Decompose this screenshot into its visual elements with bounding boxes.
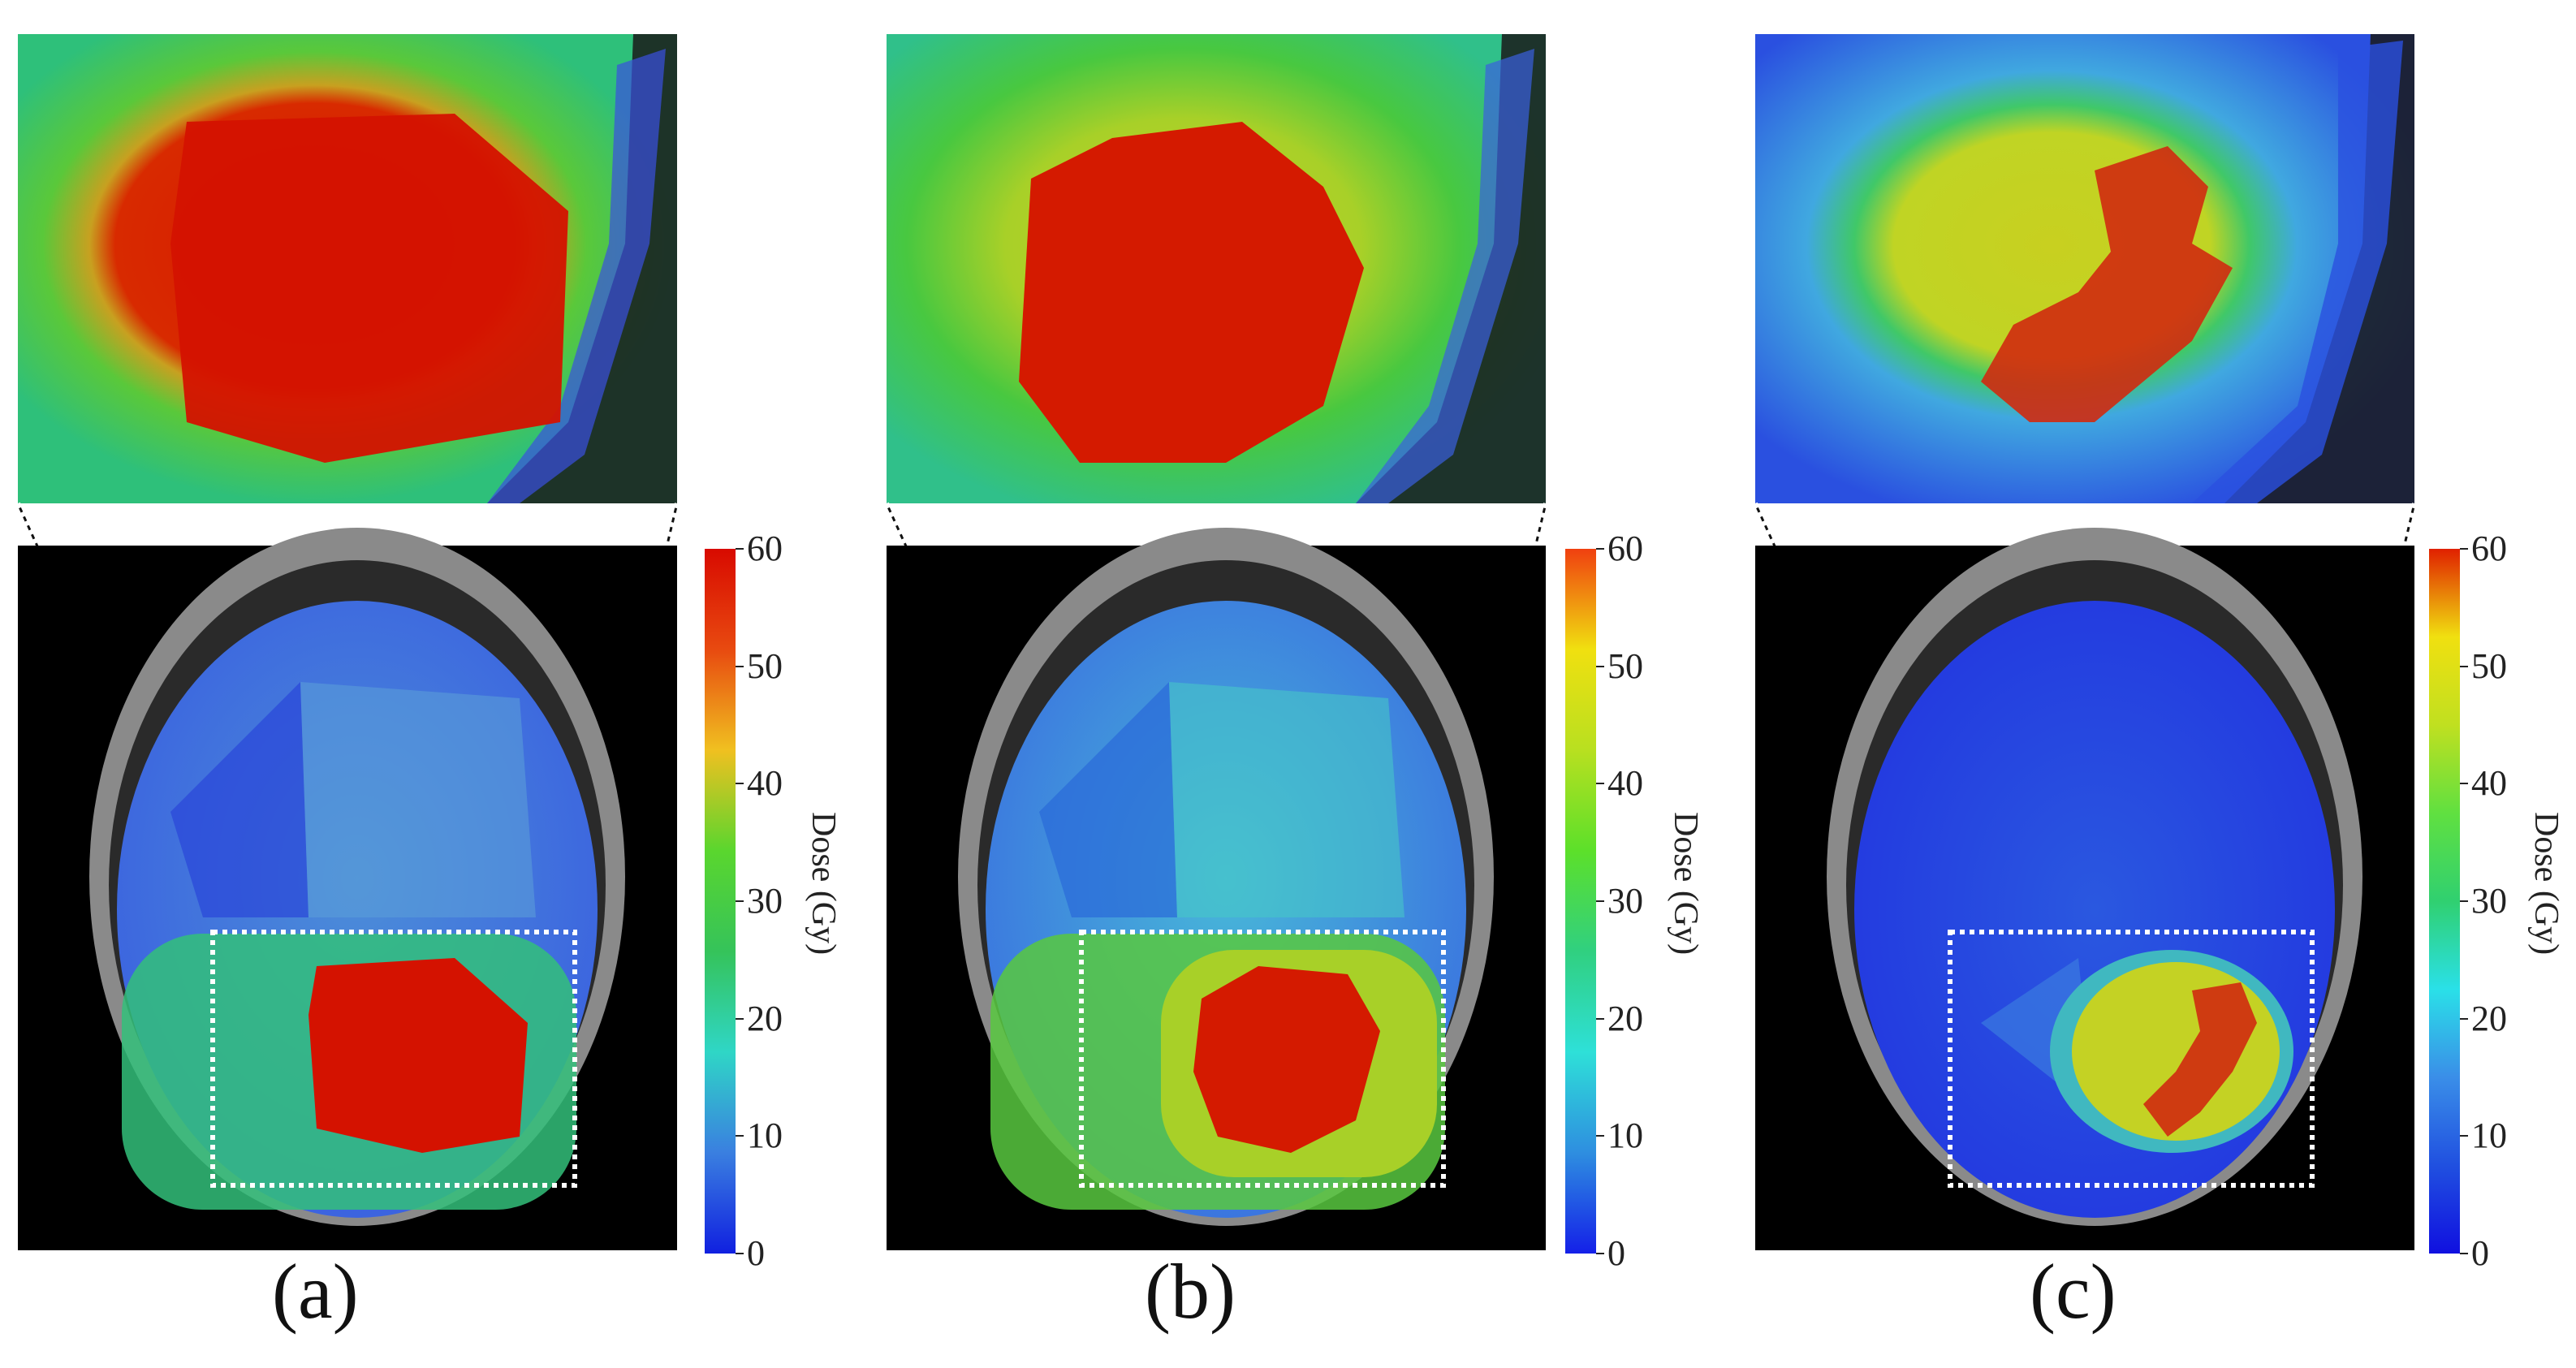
panel-b: 0 10 20 30 40 50 60 Dose (Gy) (b) [869,0,1713,1368]
colorbar-a-tick-label: 10 [747,1116,783,1156]
colorbar-a-tick-mark [736,548,744,550]
colorbar-b-tick-mark [1596,783,1604,785]
caption-b: (b) [1145,1248,1236,1335]
dose-hot-zone [2143,982,2257,1137]
colorbar-b-tick-mark [1596,665,1604,667]
colorbar-a-label: Dose (Gy) [805,812,842,956]
colorbar-b-tick-label: 50 [1607,645,1643,686]
colorbar-a-tick-label: 40 [747,763,783,804]
dose-wedge-light [300,682,536,917]
colorbar-b-tick-mark [1596,548,1604,550]
colorbar-c-tick-label: 30 [2471,881,2507,921]
colorbar-b-tick-label: 10 [1607,1116,1643,1156]
dose-wedge-dark [170,682,309,917]
colorbar-c-tick-mark [2460,783,2468,785]
panel-c: 0 10 20 30 40 50 60 Dose (Gy) (c) [1737,0,2576,1368]
caption-c: (c) [2030,1248,2116,1335]
colorbar-a-tick-mark [736,1253,744,1254]
zoom-hot-region [1981,146,2233,422]
colorbar-a-tick-label: 60 [747,529,783,568]
colorbar-c-tick-mark [2460,1017,2468,1020]
colorbar-a-gradient [705,549,736,1254]
colorbar-c-tick-mark [2460,1253,2468,1254]
colorbar-c-label: Dose (Gy) [2527,812,2565,956]
colorbar-b-tick-mark [1596,1017,1604,1020]
colorbar-a-tick-mark [736,665,744,667]
colorbar-b-tick-label: 40 [1607,763,1643,804]
colorbar-b-tick-label: 20 [1607,998,1643,1038]
zoom-hot-region [170,114,568,463]
zoom-blue-edge [2192,41,2403,503]
colorbar-c-tick-label: 60 [2471,529,2507,568]
panel-a: 0 10 20 30 40 50 60 Dose (Gy) (a) [0,0,844,1368]
colorbar-b-gradient [1565,549,1596,1254]
colorbar-c-tick-label: 40 [2471,763,2507,804]
colorbar-c-tick-mark [2460,665,2468,667]
colorbar-c-tick-label: 50 [2471,645,2507,686]
caption-a: (a) [272,1248,359,1335]
colorbar-c-tick-label: 10 [2471,1116,2507,1156]
panel-b-image [884,34,1548,1250]
zoom-box [1079,930,1446,1188]
colorbar-c-gradient [2429,549,2460,1254]
colorbar-c-tick-label: 0 [2471,1233,2489,1273]
zoom-blue-edge [1356,49,1534,503]
zoom-hot-region [1019,122,1364,463]
dose-hot-zone [1193,966,1380,1153]
colorbar-c-tick-mark [2460,900,2468,902]
dose-hot-zone [309,958,528,1153]
colorbar-b-label: Dose (Gy) [1667,812,1704,956]
colorbar-a-tick-label: 0 [747,1233,765,1273]
colorbar-a-tick-label: 20 [747,998,783,1038]
colorbar-b-tick-label: 60 [1607,529,1643,568]
colorbar-a-tick-mark [736,1017,744,1020]
dose-wedge-light [1169,682,1405,917]
colorbar-c-tick-label: 20 [2471,998,2507,1038]
colorbar-b-tick-label: 30 [1607,881,1643,921]
panel-c-image [1753,34,2417,1250]
colorbar-c-tick-mark [2460,548,2468,550]
colorbar-a-tick-mark [736,900,744,902]
colorbar-a-tick-label: 50 [747,645,783,686]
colorbar-c-tick-mark [2460,1135,2468,1137]
colorbar-b-tick-mark [1596,1135,1604,1137]
colorbar-b-tick-mark [1596,900,1604,902]
colorbar-a-tick-label: 30 [747,881,783,921]
zoom-blue-edge [487,49,666,503]
zoom-box [210,930,577,1188]
colorbar-a-tick-mark [736,783,744,785]
dose-wedge-dark [1039,682,1177,917]
colorbar-b-tick-mark [1596,1253,1604,1254]
colorbar-a-tick-mark [736,1135,744,1137]
zoom-box [1948,930,2315,1188]
colorbar-b-tick-label: 0 [1607,1233,1625,1273]
panel-a-image [15,34,680,1250]
